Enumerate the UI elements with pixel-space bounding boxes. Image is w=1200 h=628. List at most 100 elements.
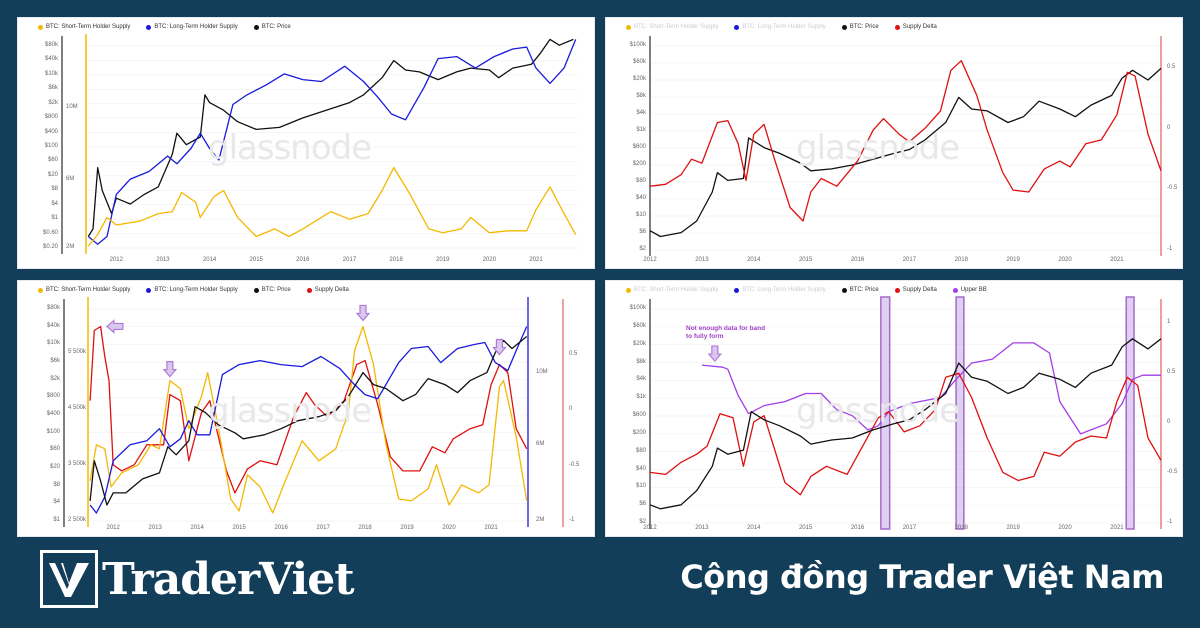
legend-item[interactable]: Supply Delta [894,24,937,30]
chart-plot [63,297,564,527]
legend-item[interactable]: BTC: Price [253,287,291,293]
legend-label: BTC: Long-Term Holder Supply [742,24,826,30]
x-tick-label: 2015 [232,525,246,531]
x-tick-label: 2014 [747,257,761,263]
legend-item[interactable]: BTC: Price [841,287,879,293]
y-tick-label: $1k [636,394,646,401]
y-tick-label: $8k [636,358,646,365]
x-tick-label: 2018 [954,525,968,531]
chart-panel-top-right: BTC: Short-Term Holder Supply BTC: Long-T… [605,17,1183,269]
x-tick-label: 2016 [296,257,310,263]
legend-item[interactable]: BTC: Price [253,24,291,30]
x-tick-label: 2013 [695,257,709,263]
x-tick-label: 2018 [389,257,403,263]
y-tick-label: $8k [636,93,646,99]
x-tick-label: 2017 [902,257,917,263]
y-tick-label: $60k [632,59,646,65]
x-tick-label: 2014 [747,525,761,531]
legend-item[interactable]: Upper BB [952,287,987,293]
y-tick-label: $80 [635,178,646,184]
y-right2-tick-label: 0.5 [569,351,578,357]
y-tick-label: $8 [51,186,58,193]
x-tick-label: 2012 [109,257,123,263]
x-tick-label: 2013 [156,257,170,263]
watermark: glassnode [208,391,372,431]
y-tick-label: $6 [639,501,646,508]
x-tick-label: 2018 [954,257,968,263]
y-tick-label: $1 [51,215,58,222]
legend-dot-icon [626,24,631,30]
legend-item[interactable]: BTC: Long-Term Holder Supply [146,24,238,30]
legend: BTC: Short-Term Holder Supply BTC: Long-T… [626,24,937,30]
legend-item[interactable]: BTC: Long-Term Holder Supply [734,287,826,293]
legend-item[interactable]: BTC: Short-Term Holder Supply [626,287,718,293]
y-tick-label: $600 [632,412,646,418]
y-right-tick-label: 0 [1167,419,1171,425]
y-tick-label: $400 [44,128,58,135]
y-right2-tick-label: -0.5 [569,461,580,468]
y-tick-label: $100 [46,428,60,435]
legend-dot-icon [146,287,152,293]
watermark: glassnode [796,391,960,431]
y-tick-label: $80k [46,305,60,311]
x-tick-label: 2020 [482,257,497,263]
x-tick-label: 2021 [484,525,498,531]
y-tick-label: $2k [48,99,58,106]
legend-item[interactable]: BTC: Short-Term Holder Supply [38,287,130,293]
legend-item[interactable]: BTC: Long-Term Holder Supply [734,24,826,30]
y-tick-label: $20k [632,76,646,82]
y2-tick-label: 10M [66,104,78,110]
x-tick-label: 2020 [1058,525,1072,531]
x-tick-label: 2020 [442,525,456,531]
tradervietlogo[interactable]: TraderViet [40,548,355,610]
y-right-tick-label: 6M [536,441,545,447]
y-tick-label: $100k [629,42,646,48]
legend-dot-icon [894,287,900,293]
y-tick-label: $0.20 [42,244,58,250]
legend-item[interactable]: Supply Delta [306,287,349,293]
watermark: glassnode [208,128,372,168]
y-right2-tick-label: -1 [569,517,575,523]
x-tick-label: 2014 [202,257,217,263]
legend-dot-icon [841,24,847,30]
legend-label: Supply Delta [902,287,937,293]
y-tick-label: $1 [53,517,60,523]
legend-item[interactable]: Supply Delta [894,287,937,293]
legend-label: BTC: Price [261,24,291,30]
y-tick-label: $4k [636,376,646,383]
y-right-tick-label: 0.5 [1167,369,1176,375]
y2-tick-label: 3 500k [68,461,87,467]
legend-label: BTC: Short-Term Holder Supply [46,24,131,30]
tagline: Cộng đồng Trader Việt Nam [680,558,1164,596]
y-tick-label: $800 [44,114,58,121]
x-tick-label: 2019 [1006,257,1020,263]
y-right-tick-label: -1 [1167,519,1173,525]
y-tick-label: $0.60 [42,229,58,236]
chart-plot [649,36,1162,256]
x-tick-label: 2020 [1058,257,1072,263]
legend: BTC: Short-Term Holder Supply BTC: Long-T… [38,24,291,30]
y-tick-label: $20 [47,171,58,178]
x-tick-label: 2018 [358,525,372,531]
y-tick-label: $40k [46,322,60,329]
legend-item[interactable]: BTC: Short-Term Holder Supply [38,24,130,30]
y-right-tick-label: 0 [1167,124,1171,131]
y-right-tick-label: -0.5 [1167,185,1178,192]
legend-dot-icon [894,24,900,30]
y-tick-label: $2 [639,519,646,525]
x-tick-label: 2013 [695,525,709,531]
y-right-tick-label: 10M [536,369,548,375]
y-right-tick-label: -0.5 [1167,469,1178,475]
y-tick-label: $4k [636,110,646,116]
legend-item[interactable]: BTC: Price [841,24,879,30]
chart-plot [61,34,578,254]
v-logo-icon [49,563,89,597]
y-tick-label: $20 [49,464,60,470]
legend-item[interactable]: BTC: Short-Term Holder Supply [626,24,718,30]
y-tick-label: $40 [635,195,646,201]
watermark: glassnode [796,128,960,168]
legend-dot-icon [38,24,43,30]
y-right-tick-label: 2M [536,517,545,523]
y-tick-label: $10 [635,483,646,490]
legend-item[interactable]: BTC: Long-Term Holder Supply [146,287,238,293]
